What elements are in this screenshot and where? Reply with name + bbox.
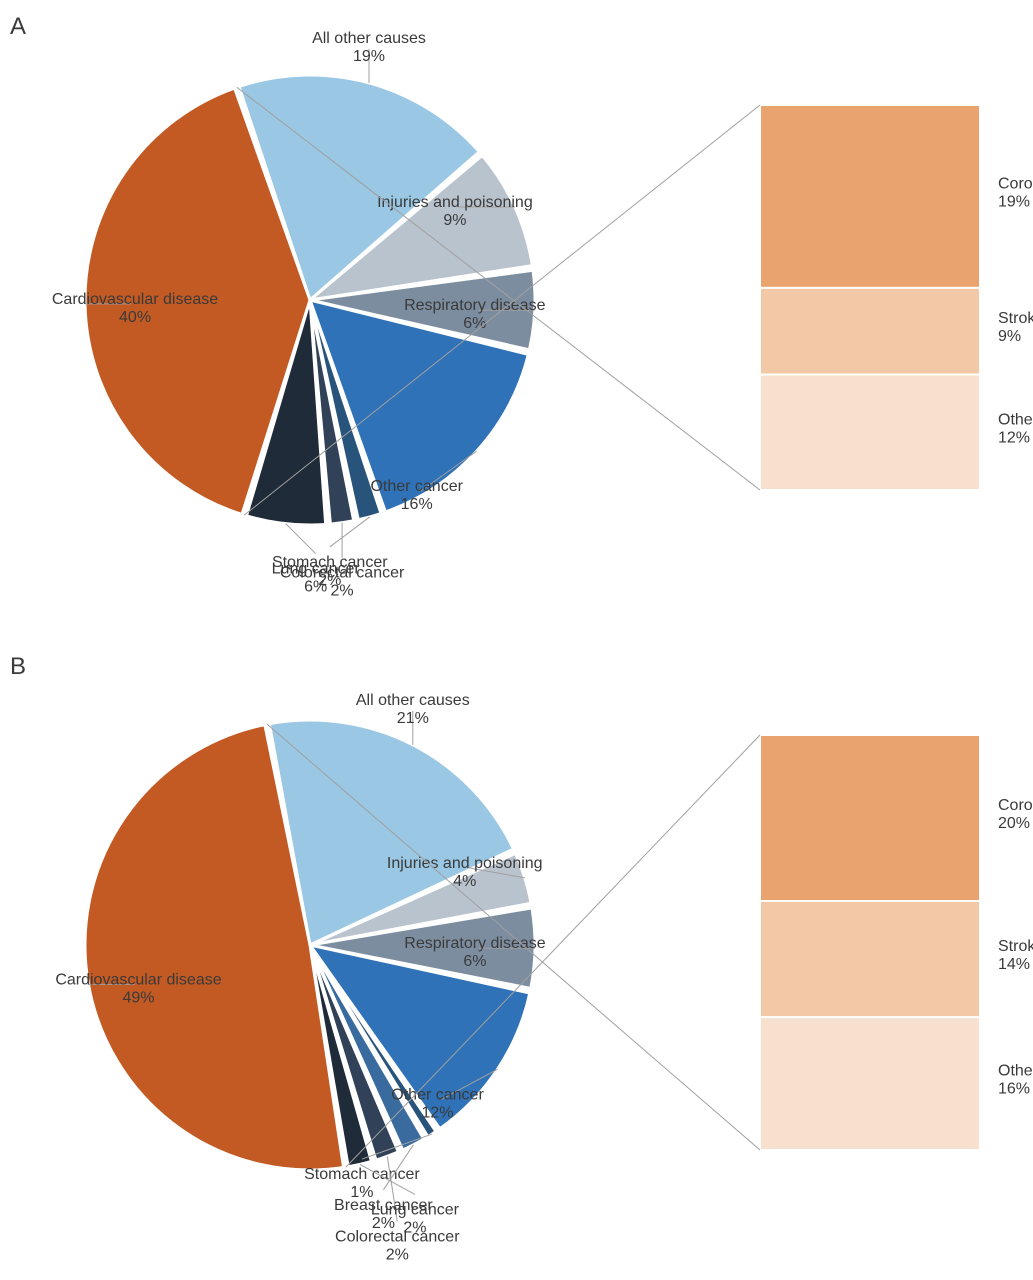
bar-segment	[760, 105, 980, 288]
panel-label: A	[10, 13, 26, 40]
bar-segment	[760, 901, 980, 1017]
bar-label: Other CVD12%	[998, 411, 1033, 446]
bar-segment	[760, 1017, 980, 1150]
bar-segment	[760, 288, 980, 375]
figure-svg: AAll other causes19%Injuries and poisoni…	[0, 0, 1033, 1280]
bar-label: Other CVD16%	[998, 1063, 1033, 1098]
panel-label: B	[10, 653, 26, 680]
bar-segment	[760, 735, 980, 901]
bar-label: Coronary heart disease20%	[998, 797, 1033, 832]
bar-label: Coronary heart disease19%	[998, 175, 1033, 210]
figure-root: AAll other causes19%Injuries and poisoni…	[0, 0, 1033, 1280]
bar-segment	[760, 375, 980, 491]
bar-label: Stroke14%	[998, 938, 1033, 973]
